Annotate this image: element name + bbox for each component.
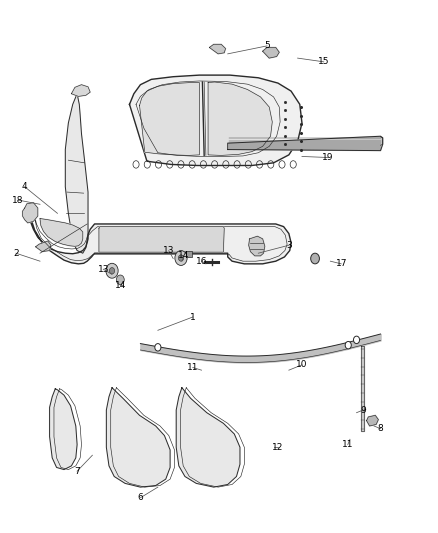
Polygon shape [29,213,291,264]
Text: 14: 14 [115,280,127,289]
Circle shape [106,263,118,278]
Circle shape [155,344,161,351]
Circle shape [178,255,184,261]
Polygon shape [71,85,90,96]
Text: 17: 17 [336,260,347,268]
Text: 14: 14 [178,252,190,260]
Text: 13: 13 [98,265,109,273]
Text: 6: 6 [138,493,143,502]
Circle shape [345,342,351,349]
Text: 15: 15 [318,58,329,66]
Polygon shape [209,44,226,54]
Text: 19: 19 [322,153,334,162]
Text: 1: 1 [190,312,196,321]
Polygon shape [249,236,265,256]
Circle shape [353,336,360,344]
Polygon shape [208,82,272,156]
Polygon shape [35,241,51,252]
Polygon shape [176,387,240,487]
Text: 2: 2 [13,249,19,258]
Text: 11: 11 [342,440,353,449]
Circle shape [110,268,115,274]
Text: 16: 16 [196,257,207,265]
Polygon shape [367,415,378,426]
Text: 8: 8 [378,424,383,433]
Polygon shape [65,94,88,253]
Text: 3: 3 [286,241,292,250]
Text: 12: 12 [272,443,284,452]
Circle shape [311,253,319,264]
Polygon shape [228,136,383,151]
Polygon shape [40,219,83,246]
Polygon shape [49,389,77,470]
Polygon shape [140,83,199,156]
Polygon shape [130,75,302,165]
Polygon shape [22,203,38,223]
Polygon shape [99,227,224,252]
Text: 7: 7 [74,467,80,475]
Circle shape [117,275,124,285]
Circle shape [175,251,187,265]
Text: 4: 4 [22,182,28,191]
Text: 18: 18 [12,196,24,205]
Text: 5: 5 [264,42,270,51]
Polygon shape [263,47,279,58]
Text: 9: 9 [360,406,366,415]
Text: 10: 10 [296,360,308,369]
Polygon shape [361,346,364,431]
Text: 13: 13 [163,246,174,255]
Polygon shape [106,387,170,487]
Text: 11: 11 [187,363,198,372]
